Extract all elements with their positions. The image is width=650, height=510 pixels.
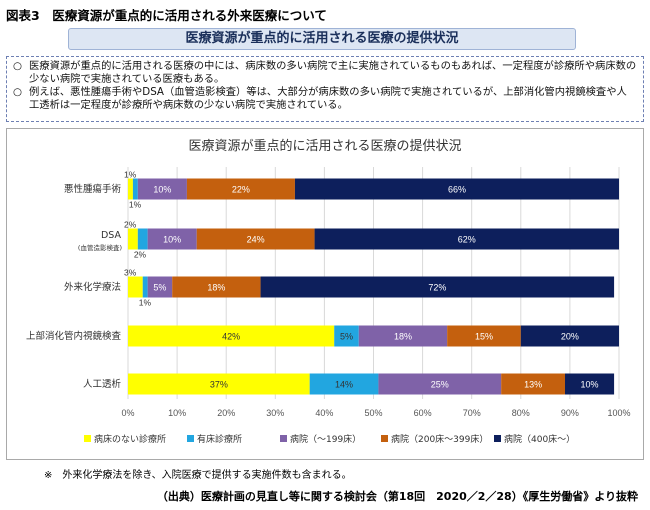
legend-label: 病院（400床～） [504,433,575,445]
bar-segment [137,178,187,200]
data-label: 37% [210,380,228,390]
legend-swatch [187,435,194,442]
bar-segment [309,373,379,395]
figure-title: 図表3 医療資源が重点的に活用される外来医療について [6,8,327,23]
x-tick-label: 70% [463,408,481,418]
data-label: 10% [581,380,599,390]
bar-segment [186,178,295,200]
bar-segment [128,228,138,250]
bar-segment [147,276,173,298]
data-label: 20% [561,332,579,342]
category-label: 人工透析 [83,378,122,390]
data-label: 42% [222,332,240,342]
bar-segment [142,276,148,298]
notes-box: ○ 医療資源が重点的に活用される医療の中には、病床数の多い病院で主に実施されてい… [6,56,644,122]
x-tick-label: 10% [168,408,186,418]
data-label: 62% [458,235,476,245]
bar-segment [128,373,310,395]
note-item: ○ 医療資源が重点的に活用される医療の中には、病床数の多い病院で主に実施されてい… [13,60,637,86]
data-label-small: 3% [124,268,137,278]
bar-segment [314,228,619,250]
bar-segment [128,276,143,298]
bar-segment [128,325,335,347]
data-label: 10% [163,235,181,245]
data-label-small: 1% [124,170,137,180]
data-label: 18% [394,332,412,342]
data-label: 5% [153,283,166,293]
data-label: 13% [524,380,542,390]
legend-label: 病院（200床～399床） [391,433,488,445]
legend-label: 病院（～199床） [290,433,361,445]
legend-swatch [381,435,388,442]
data-label: 66% [448,185,466,195]
bar-segment [564,373,615,395]
legend-swatch [84,435,91,442]
bar-segment [137,228,148,250]
data-label: 14% [335,380,353,390]
category-label: 悪性腫瘍手術 [64,183,122,195]
note-text: 例えば、悪性腫瘍手術やDSA（血管造影検査）等は、大部分が病床数の多い病院で実施… [29,86,627,111]
data-label-small: 2% [134,250,147,260]
circle-bullet-icon: ○ [13,60,22,72]
legend-label: 有床診療所 [197,433,242,445]
legend-swatch [280,435,287,442]
source-credit: （出典）医療計画の見直し等に関する検討会（第18回 2020／2／28）《厚生労… [156,490,638,503]
note-item: ○ 例えば、悪性腫瘍手術やDSA（血管造影検査）等は、大部分が病床数の多い病院で… [13,86,637,112]
circle-bullet-icon: ○ [13,86,22,98]
data-label: 72% [428,283,446,293]
data-label: 10% [153,185,171,195]
bar-segment [447,325,521,347]
bar-segment [196,228,315,250]
x-tick-label: 100% [607,408,630,418]
x-tick-label: 40% [315,408,333,418]
x-tick-label: 20% [217,408,235,418]
bar-segment [520,325,619,347]
banner-title: 医療資源が重点的に活用される医療の提供状況 [68,28,576,50]
category-label: DSA [101,230,122,241]
bar-segment [501,373,565,395]
legend-swatch [494,435,501,442]
data-label-small: 2% [124,220,137,230]
data-label-small: 1% [139,298,152,308]
bar-segment [147,228,197,250]
data-label: 24% [247,235,265,245]
stacked-bar-chart: 0% 10% 20% 30% 40% 50% 60% 70% 80% 90% 100% 悪性腫瘍手術 D… [26,167,631,445]
x-tick-label: 50% [364,408,382,418]
data-label: 18% [207,283,225,293]
x-tick-label: 90% [561,408,579,418]
bar-segment [334,325,359,347]
data-label-small: 1% [129,200,142,210]
footnote: ※ 外来化学療法を除き、入院医療で提供する実施件数も含まれる。 [44,470,352,481]
x-tick-label: 0% [121,408,134,418]
legend-label: 病床のない診療所 [94,433,166,445]
category-label: 外来化学療法 [64,281,121,293]
chart-frame: 医療資源が重点的に活用される医療の提供状況 0% 10% 20% 30% 40% 50% 6… [6,128,644,460]
bar-segment [378,373,502,395]
data-label: 5% [340,332,353,342]
category-sublabel: (血管造影検査) [78,243,122,252]
x-tick-label: 30% [266,408,284,418]
category-label: 上部消化管内視鏡検査 [26,330,122,342]
chart-title: 医療資源が重点的に活用される医療の提供状況 [188,139,462,154]
data-label: 25% [431,380,449,390]
bar-segment [294,178,619,200]
x-tick-label: 60% [414,408,432,418]
note-text: 医療資源が重点的に活用される医療の中には、病床数の多い病院で主に実施されているも… [29,60,637,85]
x-tick-label: 80% [512,408,530,418]
bar-segment [260,276,615,298]
bar-segment [132,178,138,200]
bar-segment [128,178,133,200]
data-label: 15% [475,332,493,342]
bar-segment [172,276,261,298]
bar-segment [358,325,448,347]
data-label: 22% [232,185,250,195]
